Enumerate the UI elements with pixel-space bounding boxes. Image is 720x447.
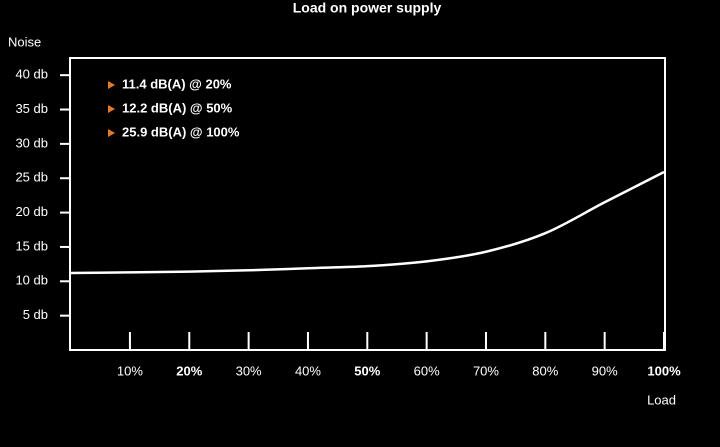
x-tick-label: 100% [647, 363, 681, 378]
y-tick-label: 15 db [15, 238, 48, 253]
y-axis-label: Noise [8, 34, 41, 49]
annotation: 12.2 dB(A) @ 50% [122, 100, 233, 115]
y-tick-label: 40 db [15, 67, 48, 82]
x-tick-label: 10% [117, 363, 143, 378]
annotation: 11.4 dB(A) @ 20% [122, 76, 232, 91]
annotation-marker [108, 105, 115, 113]
noise-line [70, 170, 665, 275]
x-tick-label: 30% [236, 363, 262, 378]
y-tick-label: 20 db [15, 204, 48, 219]
annotation-marker [108, 81, 115, 89]
x-tick-label: 90% [592, 363, 618, 378]
y-tick-label: 30 db [15, 135, 48, 150]
y-tick-label: 25 db [15, 170, 48, 185]
x-tick-label: 60% [414, 363, 440, 378]
x-tick-label: 20% [176, 363, 202, 378]
annotation-marker [108, 129, 115, 137]
x-tick-label: 70% [473, 363, 499, 378]
chart-title: Load on power supply [293, 0, 442, 16]
x-tick-label: 40% [295, 363, 321, 378]
y-tick-label: 35 db [15, 101, 48, 116]
x-axis-label: Load [647, 392, 676, 407]
x-tick-label: 50% [354, 363, 380, 378]
y-tick-label: 10 db [15, 273, 48, 288]
annotation: 25.9 dB(A) @ 100% [122, 124, 240, 139]
y-tick-label: 5 db [23, 307, 48, 322]
x-tick-label: 80% [532, 363, 558, 378]
